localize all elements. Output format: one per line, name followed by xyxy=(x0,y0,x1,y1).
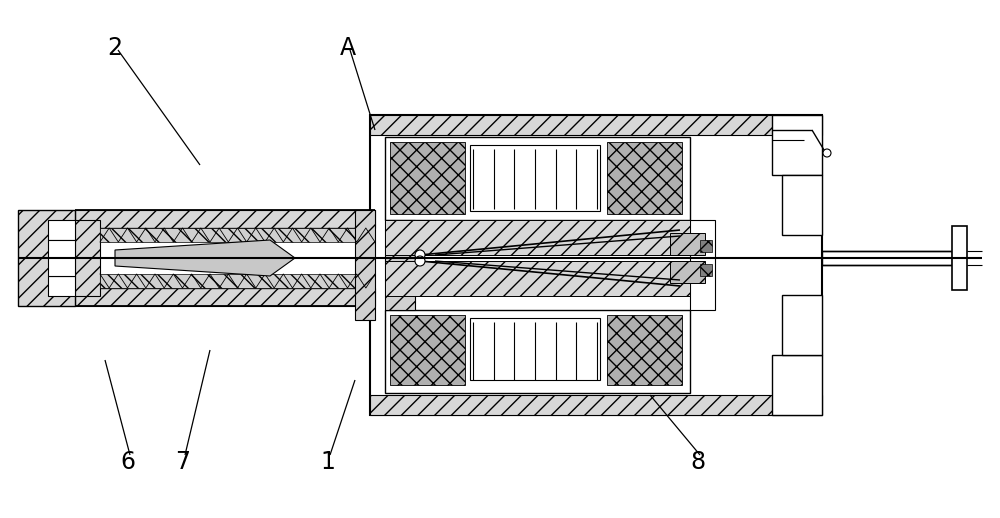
Bar xyxy=(822,251,952,265)
Bar xyxy=(370,115,822,135)
Bar xyxy=(470,145,600,211)
Bar xyxy=(48,276,75,296)
Bar xyxy=(772,115,822,175)
Bar xyxy=(690,220,715,310)
Bar xyxy=(385,220,690,255)
Bar xyxy=(385,310,690,393)
Bar xyxy=(100,274,375,288)
Text: 6: 6 xyxy=(121,450,136,474)
Text: 1: 1 xyxy=(321,450,335,474)
Bar xyxy=(670,233,705,255)
Bar xyxy=(390,142,465,214)
Bar xyxy=(75,210,375,228)
Circle shape xyxy=(415,256,425,266)
Bar xyxy=(100,228,375,242)
Bar xyxy=(782,295,822,355)
Bar xyxy=(670,261,705,283)
Bar xyxy=(48,240,75,276)
Text: 2: 2 xyxy=(108,36,123,60)
Text: 8: 8 xyxy=(690,450,706,474)
Bar xyxy=(470,318,600,380)
Bar xyxy=(75,220,100,296)
Bar xyxy=(385,137,690,220)
Bar xyxy=(48,220,75,240)
Bar xyxy=(607,142,682,214)
Bar xyxy=(607,315,682,385)
Bar xyxy=(700,264,712,276)
Circle shape xyxy=(823,149,831,157)
Bar xyxy=(385,220,415,310)
Circle shape xyxy=(415,250,425,260)
Bar xyxy=(18,210,75,306)
Text: A: A xyxy=(340,36,356,60)
Bar xyxy=(782,175,822,235)
Bar xyxy=(772,355,822,415)
Bar xyxy=(390,315,465,385)
Bar xyxy=(370,115,822,415)
Polygon shape xyxy=(115,240,295,276)
Bar xyxy=(385,261,690,296)
Bar xyxy=(700,240,712,252)
Text: 7: 7 xyxy=(176,450,191,474)
Bar xyxy=(75,288,375,306)
Bar xyxy=(952,226,967,290)
Bar xyxy=(370,395,822,415)
Bar xyxy=(355,210,375,320)
